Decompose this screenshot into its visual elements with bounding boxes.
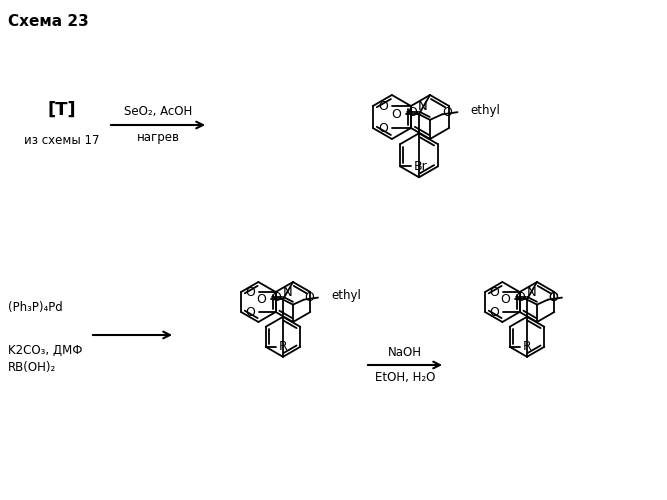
Text: N: N — [527, 286, 536, 298]
Text: SeO₂, AcOH: SeO₂, AcOH — [124, 106, 192, 118]
Text: O: O — [304, 291, 314, 304]
Text: O: O — [407, 106, 417, 119]
Text: N: N — [283, 286, 292, 298]
Text: O: O — [378, 100, 388, 112]
Text: K2CO₃, ДМФ: K2CO₃, ДМФ — [8, 344, 83, 356]
Text: O: O — [500, 293, 510, 306]
Text: O: O — [256, 293, 266, 306]
Text: O: O — [245, 286, 255, 298]
Text: O: O — [489, 286, 499, 298]
Text: NaOH: NaOH — [388, 346, 422, 358]
Text: EtOH, H₂O: EtOH, H₂O — [375, 372, 435, 384]
Text: ethyl: ethyl — [331, 289, 361, 302]
Text: Br: Br — [414, 160, 428, 173]
Text: O: O — [378, 122, 388, 134]
Text: из схемы 17: из схемы 17 — [24, 134, 100, 146]
Text: O: O — [548, 291, 558, 304]
Text: O: O — [271, 291, 281, 304]
Text: ethyl: ethyl — [470, 104, 500, 117]
Text: O: O — [489, 306, 499, 318]
Text: Схема 23: Схема 23 — [8, 14, 89, 29]
Text: O: O — [391, 108, 401, 120]
Text: O: O — [515, 291, 525, 304]
Text: нагрев: нагрев — [137, 132, 179, 144]
Text: O: O — [245, 306, 255, 318]
Text: O: O — [442, 106, 452, 119]
Text: [Т]: [Т] — [47, 101, 76, 119]
Text: R: R — [279, 340, 287, 353]
Text: R: R — [523, 340, 532, 353]
Text: N: N — [418, 100, 428, 112]
Text: (Ph₃P)₄Pd: (Ph₃P)₄Pd — [8, 302, 63, 314]
Text: RB(OH)₂: RB(OH)₂ — [8, 362, 56, 374]
Text: O: O — [548, 291, 558, 304]
